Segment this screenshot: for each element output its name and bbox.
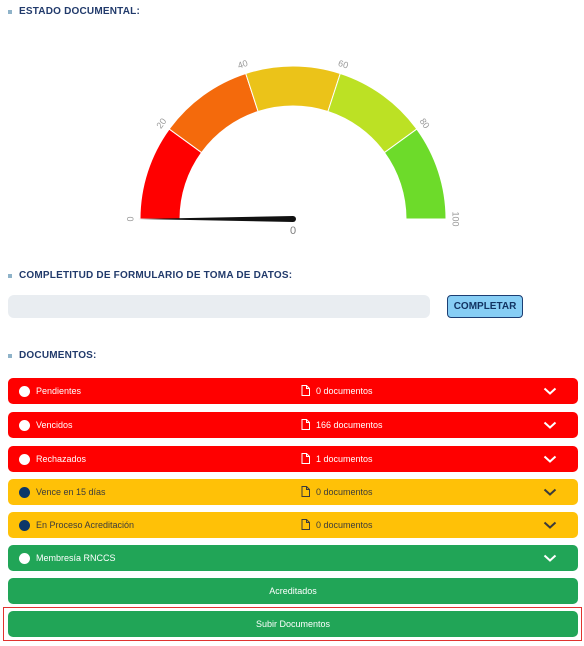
document-icon	[301, 419, 310, 430]
estado-documental-title: ESTADO DOCUMENTAL:	[8, 6, 140, 17]
documentos-row-en-proceso-acreditaci-n[interactable]: En Proceso Acreditación 0 documentos	[8, 512, 578, 538]
documentos-row-membres-a-rnccs[interactable]: Membresía RNCCS	[8, 545, 578, 571]
status-dot-icon	[19, 420, 30, 431]
row-count: 166 documentos	[316, 420, 383, 430]
documentos-row-vencidos[interactable]: Vencidos 166 documentos	[8, 412, 578, 438]
gauge-tick-label: 100	[451, 211, 461, 226]
gauge-needle	[138, 216, 293, 222]
document-icon	[301, 385, 310, 396]
status-dot-icon	[19, 553, 30, 564]
document-icon	[301, 453, 310, 464]
chevron-down-icon[interactable]	[543, 454, 557, 464]
row-label: Membresía RNCCS	[36, 553, 116, 563]
gauge-band-2	[245, 65, 341, 113]
row-count: 0 documentos	[316, 386, 373, 396]
subir-documentos-button[interactable]: Subir Documentos	[8, 611, 578, 637]
row-count: 0 documentos	[316, 520, 373, 530]
subir-documentos-highlight	[3, 607, 582, 641]
row-label: Vencidos	[36, 420, 73, 430]
bullet-icon	[8, 9, 12, 14]
gauge-band-4	[383, 128, 447, 220]
document-icon	[301, 519, 310, 530]
status-dot-icon	[19, 454, 30, 465]
completar-button[interactable]: COMPLETAR	[447, 295, 523, 318]
gauge-needle-hub	[290, 216, 296, 222]
document-icon	[301, 486, 310, 497]
row-label: En Proceso Acreditación	[36, 520, 135, 530]
gauge-tick-label: 80	[418, 116, 432, 130]
chevron-down-icon[interactable]	[543, 420, 557, 430]
gauge-tick-label: 60	[337, 58, 350, 71]
chevron-down-icon[interactable]	[543, 386, 557, 396]
chevron-down-icon[interactable]	[543, 520, 557, 530]
documentos-row-rechazados[interactable]: Rechazados 1 documentos	[8, 446, 578, 472]
status-dot-icon	[19, 487, 30, 498]
bullet-icon	[8, 353, 12, 358]
gauge-value-label: 0	[290, 225, 296, 237]
gauge-tick-label: 0	[125, 216, 135, 221]
acreditados-button[interactable]: Acreditados	[8, 578, 578, 604]
row-count: 0 documentos	[316, 487, 373, 497]
completitud-progress-bar	[8, 295, 430, 318]
row-label: Vence en 15 días	[36, 487, 106, 497]
estado-gauge: 0 20 40 60 80 100 0	[125, 58, 461, 237]
documentos-row-pendientes[interactable]: Pendientes 0 documentos	[8, 378, 578, 404]
row-label: Rechazados	[36, 454, 87, 464]
status-dot-icon	[19, 520, 30, 531]
gauge-tick-label: 20	[154, 116, 168, 130]
completitud-title: COMPLETITUD DE FORMULARIO DE TOMA DE DAT…	[8, 270, 292, 281]
chevron-down-icon[interactable]	[543, 553, 557, 563]
chevron-down-icon[interactable]	[543, 487, 557, 497]
completitud-title-text: COMPLETITUD DE FORMULARIO DE TOMA DE DAT…	[19, 270, 293, 281]
bullet-icon	[8, 273, 12, 278]
documentos-row-vence-en-15-d-as[interactable]: Vence en 15 días 0 documentos	[8, 479, 578, 505]
documentos-title: DOCUMENTOS:	[8, 350, 97, 361]
row-count: 1 documentos	[316, 454, 373, 464]
row-label: Pendientes	[36, 386, 82, 396]
estado-title-text: ESTADO DOCUMENTAL:	[19, 6, 140, 17]
status-dot-icon	[19, 386, 30, 397]
documentos-title-text: DOCUMENTOS:	[19, 350, 97, 361]
gauge-tick-label: 40	[236, 58, 249, 71]
